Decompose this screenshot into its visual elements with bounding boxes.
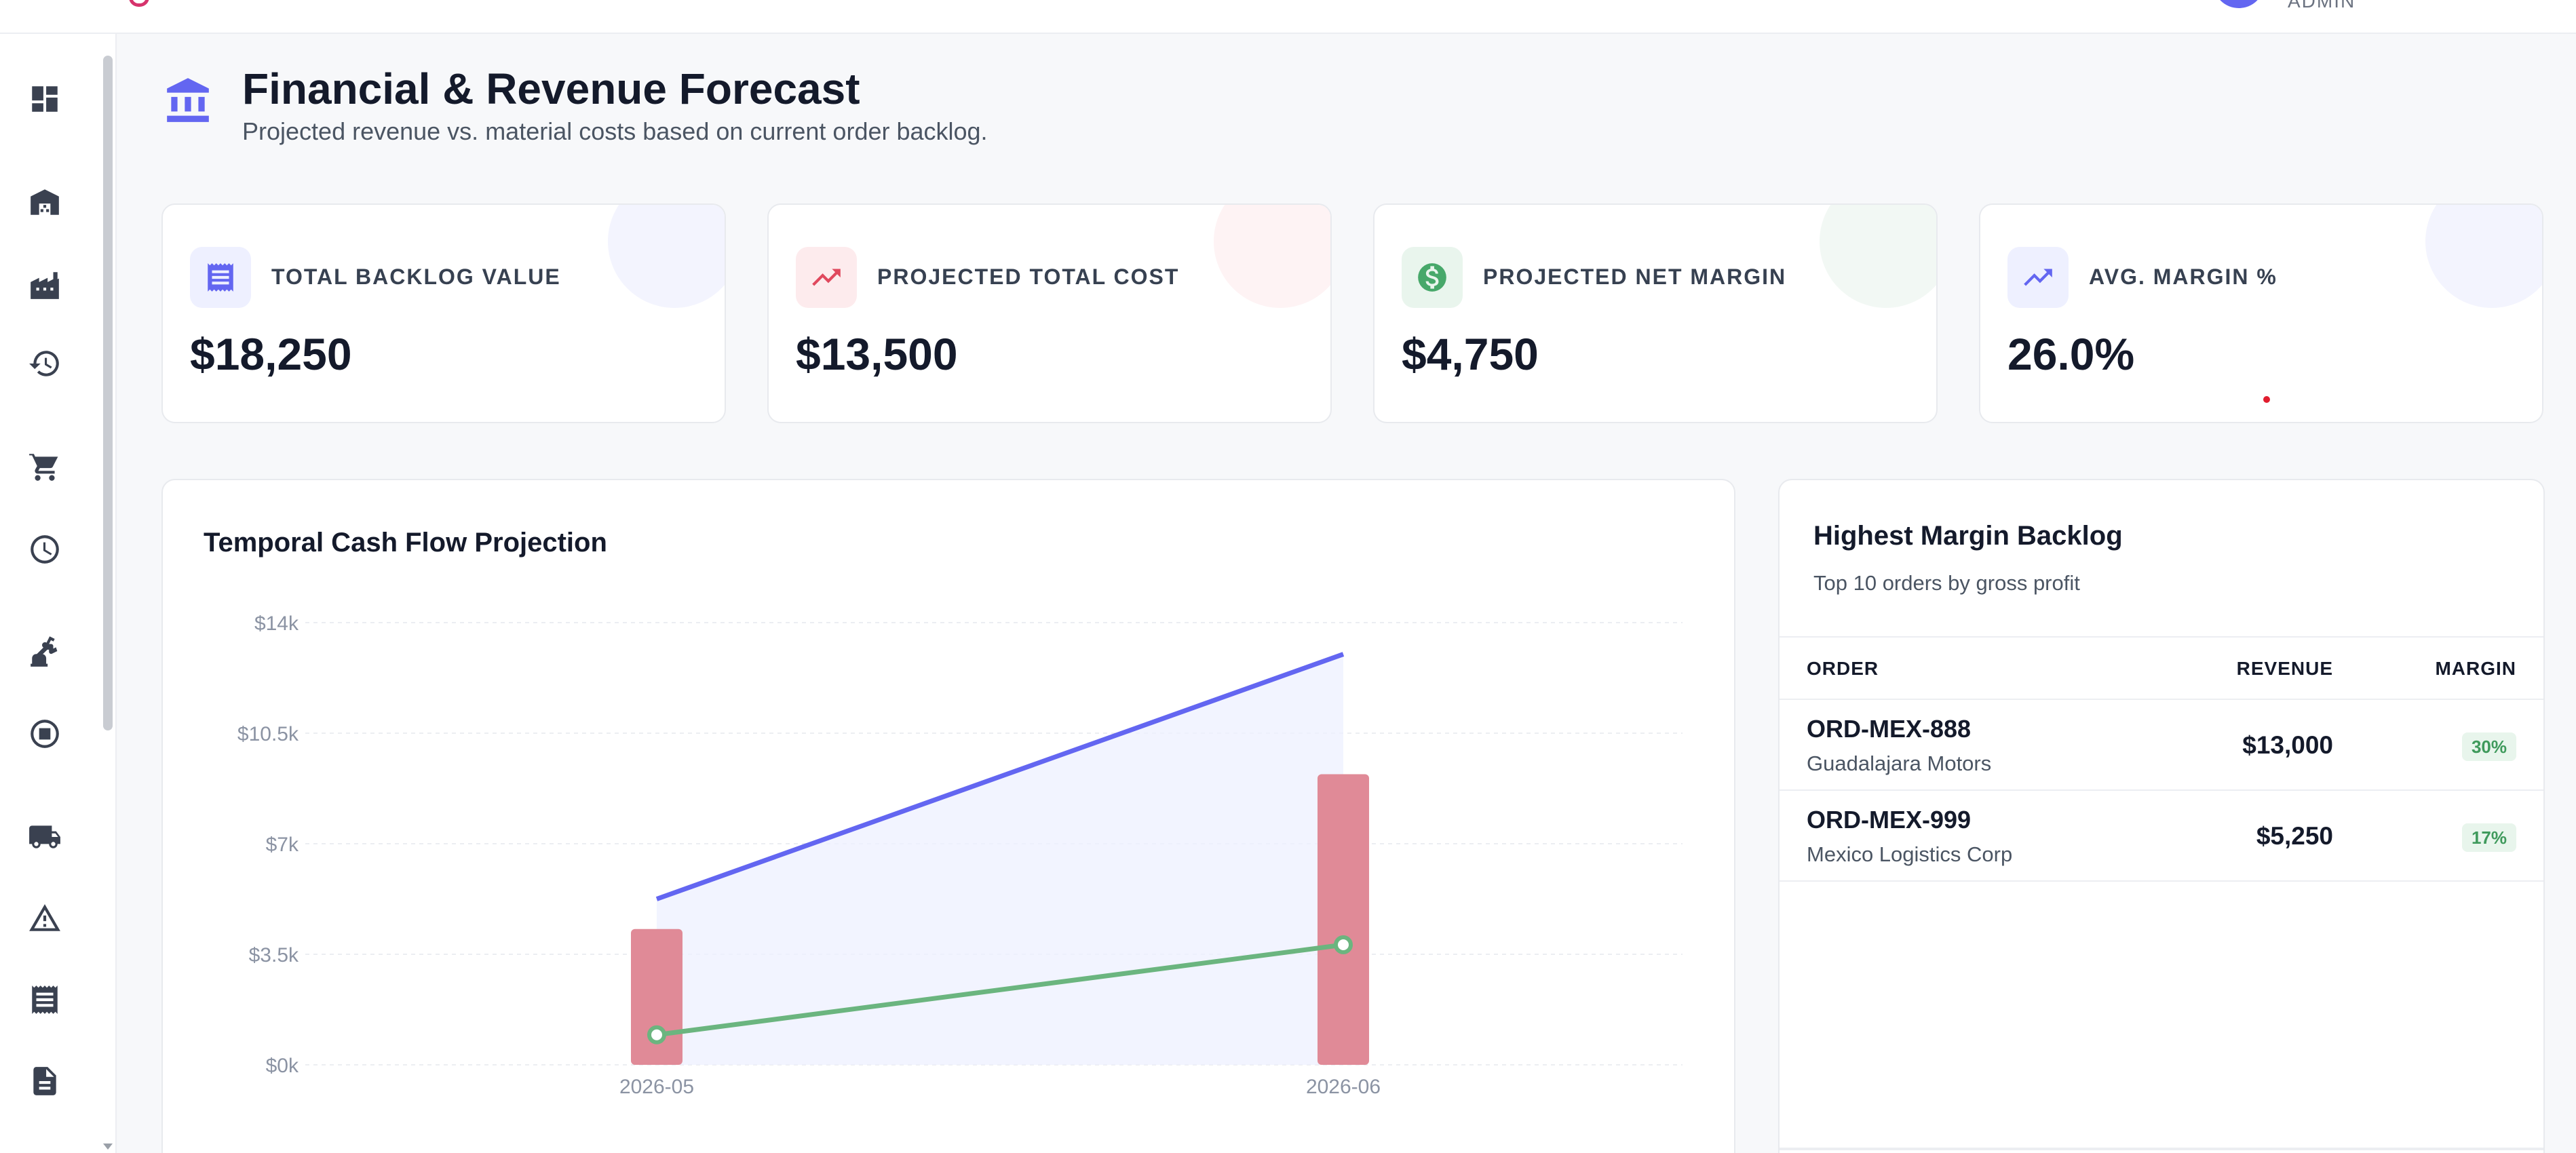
top-bar: ADMIN [0,0,2576,34]
table-scrollbar[interactable] [1780,1148,2543,1150]
truck-icon [29,825,60,848]
card-decoration [2425,205,2542,308]
sidebar-item-orders[interactable] [19,441,71,492]
order-revenue: $13,000 [2242,731,2333,759]
sidebar-item-robotics[interactable] [19,627,71,678]
table-row[interactable]: ORD-MEX-999 Mexico Logistics Corp $5,250… [1780,791,2543,882]
order-id: ORD-MEX-999 [1807,806,1972,834]
column-header-revenue[interactable]: REVENUE [2236,658,2333,679]
warning-icon [29,904,60,931]
y-tick-label: $7k [266,834,299,856]
order-revenue: $5,250 [2256,822,2333,850]
avatar[interactable] [2213,0,2265,8]
column-header-order[interactable]: ORDER [1807,658,1879,679]
receipt-icon [32,985,58,1014]
revenue-area [657,654,1343,1065]
sidebar-item-dashboard[interactable] [19,73,71,125]
margin-badge: 17% [2461,823,2516,852]
cost-bar [631,929,683,1065]
page-title: Financial & Revenue Forecast [242,64,860,113]
sidebar-item-alerts[interactable] [19,893,71,944]
clock-icon [31,535,59,564]
sidebar-item-receipts[interactable] [19,974,71,1025]
page-subtitle: Projected revenue vs. material costs bas… [242,117,988,145]
backlog-card: Highest Margin Backlog Top 10 orders by … [1778,479,2545,1153]
robot-arm-icon [31,636,58,667]
y-tick-label: $3.5k [249,944,299,966]
cashflow-chart-card: Temporal Cash Flow Projection $0k $3.5k $7… [161,479,1735,1153]
sidebar-item-stop[interactable] [19,708,71,760]
scroll-down-arrow[interactable] [103,1144,113,1150]
kpi-card-cost: PROJECTED TOTAL COST $13,500 [767,203,1332,423]
kpi-label: PROJECTED NET MARGIN [1483,265,1787,289]
margin-line [656,942,1344,1038]
dashboard-icon [32,86,58,112]
warehouse-icon [31,189,59,215]
sidebar-item-schedule[interactable] [19,524,71,575]
table-header: ORDER REVENUE MARGIN [1780,638,2543,700]
card-decoration [1214,205,1330,308]
logo-icon[interactable] [129,0,149,7]
backlog-table: ORDER REVENUE MARGIN ORD-MEX-888 Guadala… [1780,636,2543,882]
card-decoration [1820,205,1936,308]
kpi-label: AVG. MARGIN % [2089,265,2277,289]
invoice-icon [190,247,251,308]
stop-circle-icon [31,720,59,748]
y-tick-label: $10.5k [237,723,299,745]
factory-icon [31,272,59,299]
trending-up-icon [796,247,857,308]
card-decoration [608,205,725,308]
sidebar-item-documents[interactable] [19,1055,71,1107]
y-tick-label: $0k [266,1055,299,1077]
backlog-subtitle: Top 10 orders by gross profit [1813,571,2080,595]
customer-name: Mexico Logistics Corp [1807,842,2013,866]
sidebar-item-factory[interactable] [19,259,71,311]
cursor-dot [2263,396,2270,403]
kpi-label: TOTAL BACKLOG VALUE [271,265,561,289]
table-row[interactable]: ORD-MEX-888 Guadalajara Motors $13,000 3… [1780,700,2543,791]
x-tick-label: 2026-06 [1306,1076,1381,1098]
kpi-value: $13,500 [796,329,958,379]
cart-icon [29,452,58,481]
kpi-value: 26.0% [2007,329,2135,379]
order-id: ORD-MEX-888 [1807,715,1972,743]
sidebar-scrollbar[interactable] [103,56,113,730]
sidebar-item-history[interactable] [19,338,71,389]
margin-point [647,1025,666,1044]
kpi-value: $4,750 [1402,329,1539,379]
column-header-margin[interactable]: MARGIN [2435,658,2516,679]
bank-icon [163,76,213,126]
kpi-card-avg-margin: AVG. MARGIN % 26.0% [1979,203,2543,423]
document-icon [33,1067,56,1095]
history-icon [29,351,59,376]
margin-point [1334,935,1353,955]
y-tick-label: $14k [254,612,299,635]
kpi-card-net-margin: PROJECTED NET MARGIN $4,750 [1373,203,1938,423]
margin-badge: 30% [2461,732,2516,761]
kpi-card-backlog: TOTAL BACKLOG VALUE $18,250 [161,203,726,423]
revenue-line [655,652,1345,901]
backlog-title: Highest Margin Backlog [1813,521,2123,551]
chart-title: Temporal Cash Flow Projection [204,528,607,558]
kpi-value: $18,250 [190,329,352,379]
cashflow-chart: $0k $3.5k $7k $10.5k $14k 2026-05 2026-06 [237,612,1683,1098]
dollar-icon [1402,247,1463,308]
sidebar-item-shipping[interactable] [19,811,71,863]
sidebar [0,34,117,1153]
x-tick-label: 2026-05 [619,1076,694,1098]
user-role: ADMIN [2288,0,2356,12]
cost-bar [1318,774,1369,1065]
customer-name: Guadalajara Motors [1807,751,1992,775]
sidebar-item-warehouse[interactable] [19,176,71,228]
trending-up-icon [2007,247,2069,308]
kpi-label: PROJECTED TOTAL COST [877,265,1180,289]
